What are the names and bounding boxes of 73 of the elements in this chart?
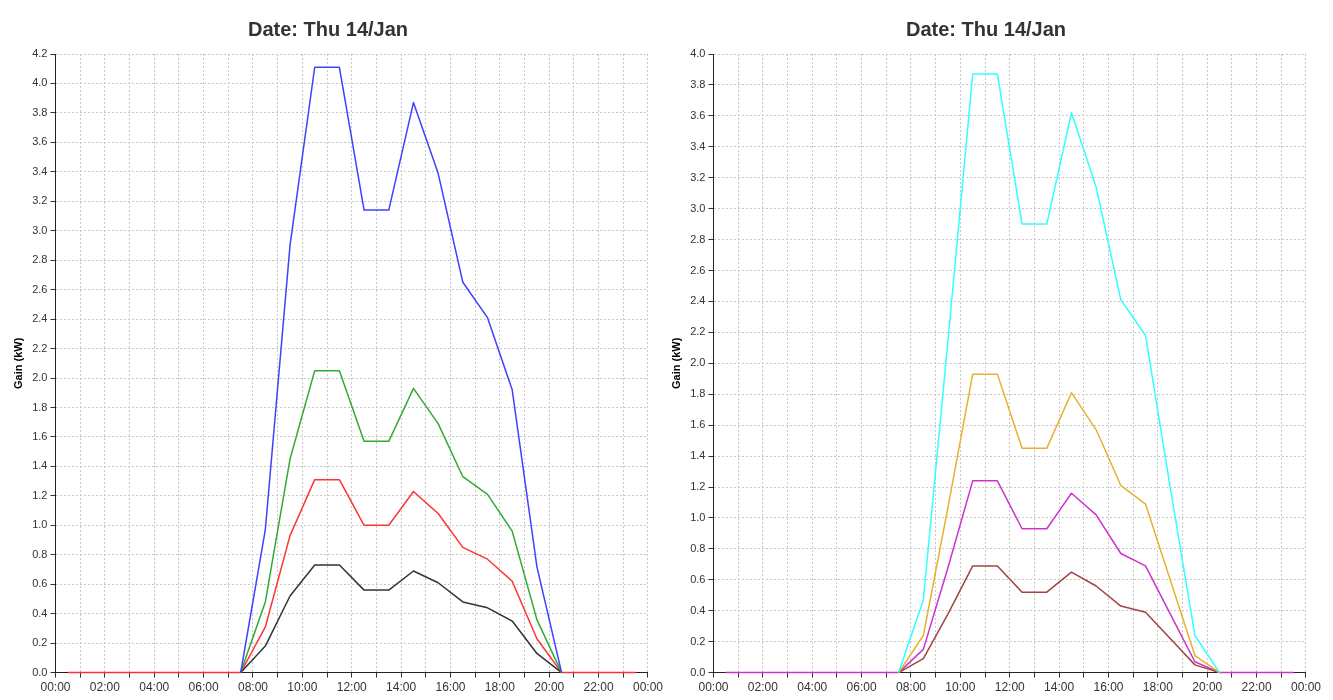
x-tick-label: 14:00 — [386, 680, 417, 695]
x-tick-label: 04:00 — [139, 680, 170, 695]
y-tick-label: 1.8 — [690, 387, 706, 400]
x-tick-label: 10:00 — [287, 680, 318, 695]
y-tick-label: 0.4 — [690, 603, 706, 616]
x-tick-label: 04:00 — [797, 680, 828, 695]
y-tick-label: 0.0 — [690, 665, 706, 678]
y-tick-label: 2.4 — [690, 294, 706, 307]
y-tick-label: 1.6 — [690, 418, 706, 431]
x-tick-label: 20:00 — [534, 680, 565, 695]
x-tick-label: 00:00 — [632, 680, 664, 695]
y-tick-label: 0.8 — [690, 541, 706, 554]
x-tick-label: 02:00 — [747, 680, 779, 695]
x-tick-label: 14:00 — [1044, 680, 1075, 695]
x-tick-label: 22:00 — [1241, 680, 1272, 695]
y-tick-label: 4.0 — [32, 76, 48, 89]
y-tick-label: 2.6 — [690, 263, 706, 276]
x-tick-label: 20:00 — [1192, 680, 1223, 695]
x-tick-label: 06:00 — [188, 680, 219, 695]
y-tick-label: 3.8 — [32, 105, 48, 118]
y-tick-label: 3.0 — [690, 201, 706, 214]
y-tick-label: 0.6 — [32, 577, 48, 590]
x-tick-label: 02:00 — [89, 680, 121, 695]
x-tick-label: 12:00 — [336, 680, 368, 695]
y-tick-label: 0.8 — [32, 547, 48, 560]
y-tick-label: 3.4 — [32, 164, 48, 177]
y-tick-label: 3.4 — [690, 139, 706, 152]
x-tick-label: 00:00 — [40, 680, 71, 695]
y-tick-label: 2.0 — [690, 356, 706, 369]
y-tick-label: 2.4 — [32, 312, 48, 325]
x-tick-label: 18:00 — [484, 680, 516, 695]
y-tick-label: 3.6 — [690, 108, 706, 121]
y-tick-label: 3.8 — [690, 77, 706, 90]
x-tick-label: 06:00 — [846, 680, 877, 695]
x-tick-label: 16:00 — [1093, 680, 1124, 695]
y-tick-label: 1.8 — [32, 400, 48, 413]
x-tick-label: 00:00 — [1290, 680, 1322, 695]
x-tick-label: 00:00 — [698, 680, 729, 695]
y-tick-label: 1.4 — [690, 449, 706, 462]
y-tick-label: 0.6 — [690, 572, 706, 585]
y-tick-label: 0.2 — [690, 634, 706, 647]
y-tick-label: 2.2 — [32, 341, 48, 354]
y-tick-label: 2.8 — [32, 253, 48, 266]
y-tick-label: 2.8 — [690, 232, 706, 245]
chart-title: Date: Thu 14/Jan — [247, 17, 409, 40]
y-tick-label: 3.2 — [690, 170, 706, 183]
chart-title: Date: Thu 14/Jan — [905, 17, 1067, 40]
y-axis-title: Gain (kW) — [669, 337, 682, 389]
y-tick-label: 1.6 — [32, 429, 48, 442]
x-tick-label: 08:00 — [895, 680, 927, 695]
y-tick-label: 2.6 — [32, 282, 48, 295]
y-tick-label: 1.2 — [32, 488, 48, 501]
y-tick-label: 1.0 — [690, 510, 706, 523]
y-tick-label: 0.0 — [32, 665, 48, 678]
y-axis-title: Gain (kW) — [11, 337, 24, 389]
y-tick-label: 4.2 — [32, 47, 48, 60]
x-tick-label: 08:00 — [237, 680, 269, 695]
y-tick-label: 3.2 — [32, 194, 48, 207]
x-tick-label: 10:00 — [945, 680, 976, 695]
y-tick-label: 2.0 — [32, 371, 48, 384]
x-tick-label: 16:00 — [435, 680, 466, 695]
y-tick-label: 0.4 — [32, 606, 48, 619]
y-tick-label: 1.4 — [32, 459, 48, 472]
y-tick-label: 2.2 — [690, 325, 706, 338]
y-tick-label: 0.2 — [32, 636, 48, 649]
y-tick-label: 1.0 — [32, 518, 48, 531]
y-tick-label: 3.0 — [32, 223, 48, 236]
y-tick-label: 3.6 — [32, 135, 48, 148]
x-tick-label: 22:00 — [583, 680, 614, 695]
x-tick-label: 12:00 — [994, 680, 1026, 695]
y-tick-label: 1.2 — [690, 480, 706, 493]
y-tick-label: 4.0 — [690, 47, 706, 60]
x-tick-label: 18:00 — [1142, 680, 1174, 695]
